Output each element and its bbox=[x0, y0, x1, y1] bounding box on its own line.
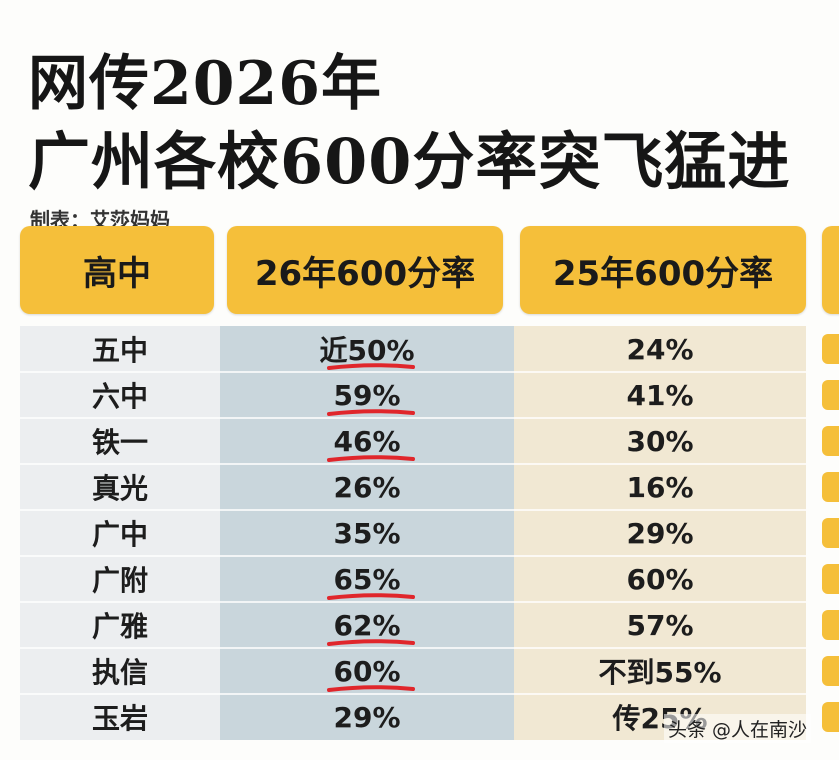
header-rate-2025: 25年600分率 bbox=[520, 226, 806, 314]
red-underline-layer bbox=[327, 363, 415, 692]
footer-watermark: 头条 @人在南沙 bbox=[664, 714, 812, 743]
cut-off-column-cell bbox=[822, 610, 839, 640]
title-line-1: 网传2026年 bbox=[28, 49, 382, 119]
cell-rate-2026: 59% bbox=[333, 378, 401, 412]
cell-rate-2026: 46% bbox=[333, 424, 401, 458]
red-underline bbox=[327, 639, 415, 646]
score-table: 五中 近50% 24% 六中 59% 41% 铁一 46% 30% 真光 26% 16% 广中 35% 29… bbox=[20, 326, 806, 740]
cut-off-column-cell bbox=[822, 656, 839, 686]
cell-rate-2025: 41% bbox=[626, 378, 694, 412]
column-2025-bg bbox=[514, 326, 806, 740]
cell-school: 广雅 bbox=[91, 610, 148, 643]
cut-off-column-cell bbox=[822, 518, 839, 548]
column-2026-bg bbox=[220, 326, 514, 740]
cell-school: 铁一 bbox=[91, 426, 148, 459]
title-line-2: 广州各校600分率突飞猛进 bbox=[28, 125, 791, 198]
cut-off-column-cell bbox=[822, 426, 839, 456]
row-separator bbox=[20, 647, 806, 649]
red-underline bbox=[327, 593, 415, 600]
red-underline bbox=[327, 409, 415, 416]
cell-school: 真光 bbox=[91, 472, 148, 505]
table-row: 六中 59% 41% bbox=[20, 372, 806, 418]
cell-rate-2025: 24% bbox=[626, 332, 694, 366]
column-school-bg bbox=[20, 326, 220, 740]
table-row: 广雅 62% 57% bbox=[20, 602, 806, 648]
cell-school: 广附 bbox=[91, 564, 148, 597]
row-separator bbox=[20, 693, 806, 695]
cut-off-column-cell bbox=[822, 380, 839, 410]
row-separator bbox=[20, 509, 806, 511]
cut-off-column-cell bbox=[822, 334, 839, 364]
cut-off-column-cell bbox=[822, 472, 839, 502]
cut-off-column-cell bbox=[822, 564, 839, 594]
table-row: 执信 60% 不到55% bbox=[20, 648, 806, 694]
header-school: 高中 bbox=[20, 226, 214, 314]
cut-off-column-cell bbox=[822, 702, 839, 732]
table-row: 广附 65% 60% bbox=[20, 556, 806, 602]
cell-rate-2026: 近50% bbox=[319, 334, 415, 367]
cell-rate-2026: 29% bbox=[333, 700, 401, 734]
cell-rate-2026: 65% bbox=[333, 562, 401, 596]
row-separator bbox=[20, 555, 806, 557]
cell-rate-2026: 35% bbox=[333, 516, 401, 550]
table-row: 铁一 46% 30% bbox=[20, 418, 806, 464]
cell-rate-2025: 29% bbox=[626, 516, 694, 550]
cell-school: 五中 bbox=[91, 334, 148, 367]
row-separator bbox=[20, 371, 806, 373]
row-separator bbox=[20, 601, 806, 603]
table-row: 五中 近50% 24% bbox=[20, 326, 806, 372]
header-rate-2026: 26年600分率 bbox=[227, 226, 503, 314]
red-underline bbox=[327, 455, 415, 462]
cell-rate-2025: 57% bbox=[626, 608, 694, 642]
cell-rate-2025: 16% bbox=[626, 470, 694, 504]
cell-rate-2025: 60% bbox=[626, 562, 694, 596]
table-row: 真光 26% 16% bbox=[20, 464, 806, 510]
header-cut-off-column bbox=[822, 226, 839, 314]
cell-rate-2025: 30% bbox=[626, 424, 694, 458]
cell-school: 玉岩 bbox=[91, 702, 148, 735]
red-underline bbox=[327, 363, 415, 370]
row-separator bbox=[20, 463, 806, 465]
cell-rate-2026: 60% bbox=[333, 654, 401, 688]
cell-school: 执信 bbox=[91, 656, 148, 689]
cell-school: 六中 bbox=[91, 380, 148, 413]
cell-rate-2026: 62% bbox=[333, 608, 401, 642]
red-underline bbox=[327, 685, 415, 692]
cell-rate-2026: 26% bbox=[333, 470, 401, 504]
cell-rate-2025: 不到55% bbox=[598, 656, 722, 689]
table-row: 广中 35% 29% bbox=[20, 510, 806, 556]
row-separator bbox=[20, 417, 806, 419]
cell-school: 广中 bbox=[91, 518, 148, 551]
